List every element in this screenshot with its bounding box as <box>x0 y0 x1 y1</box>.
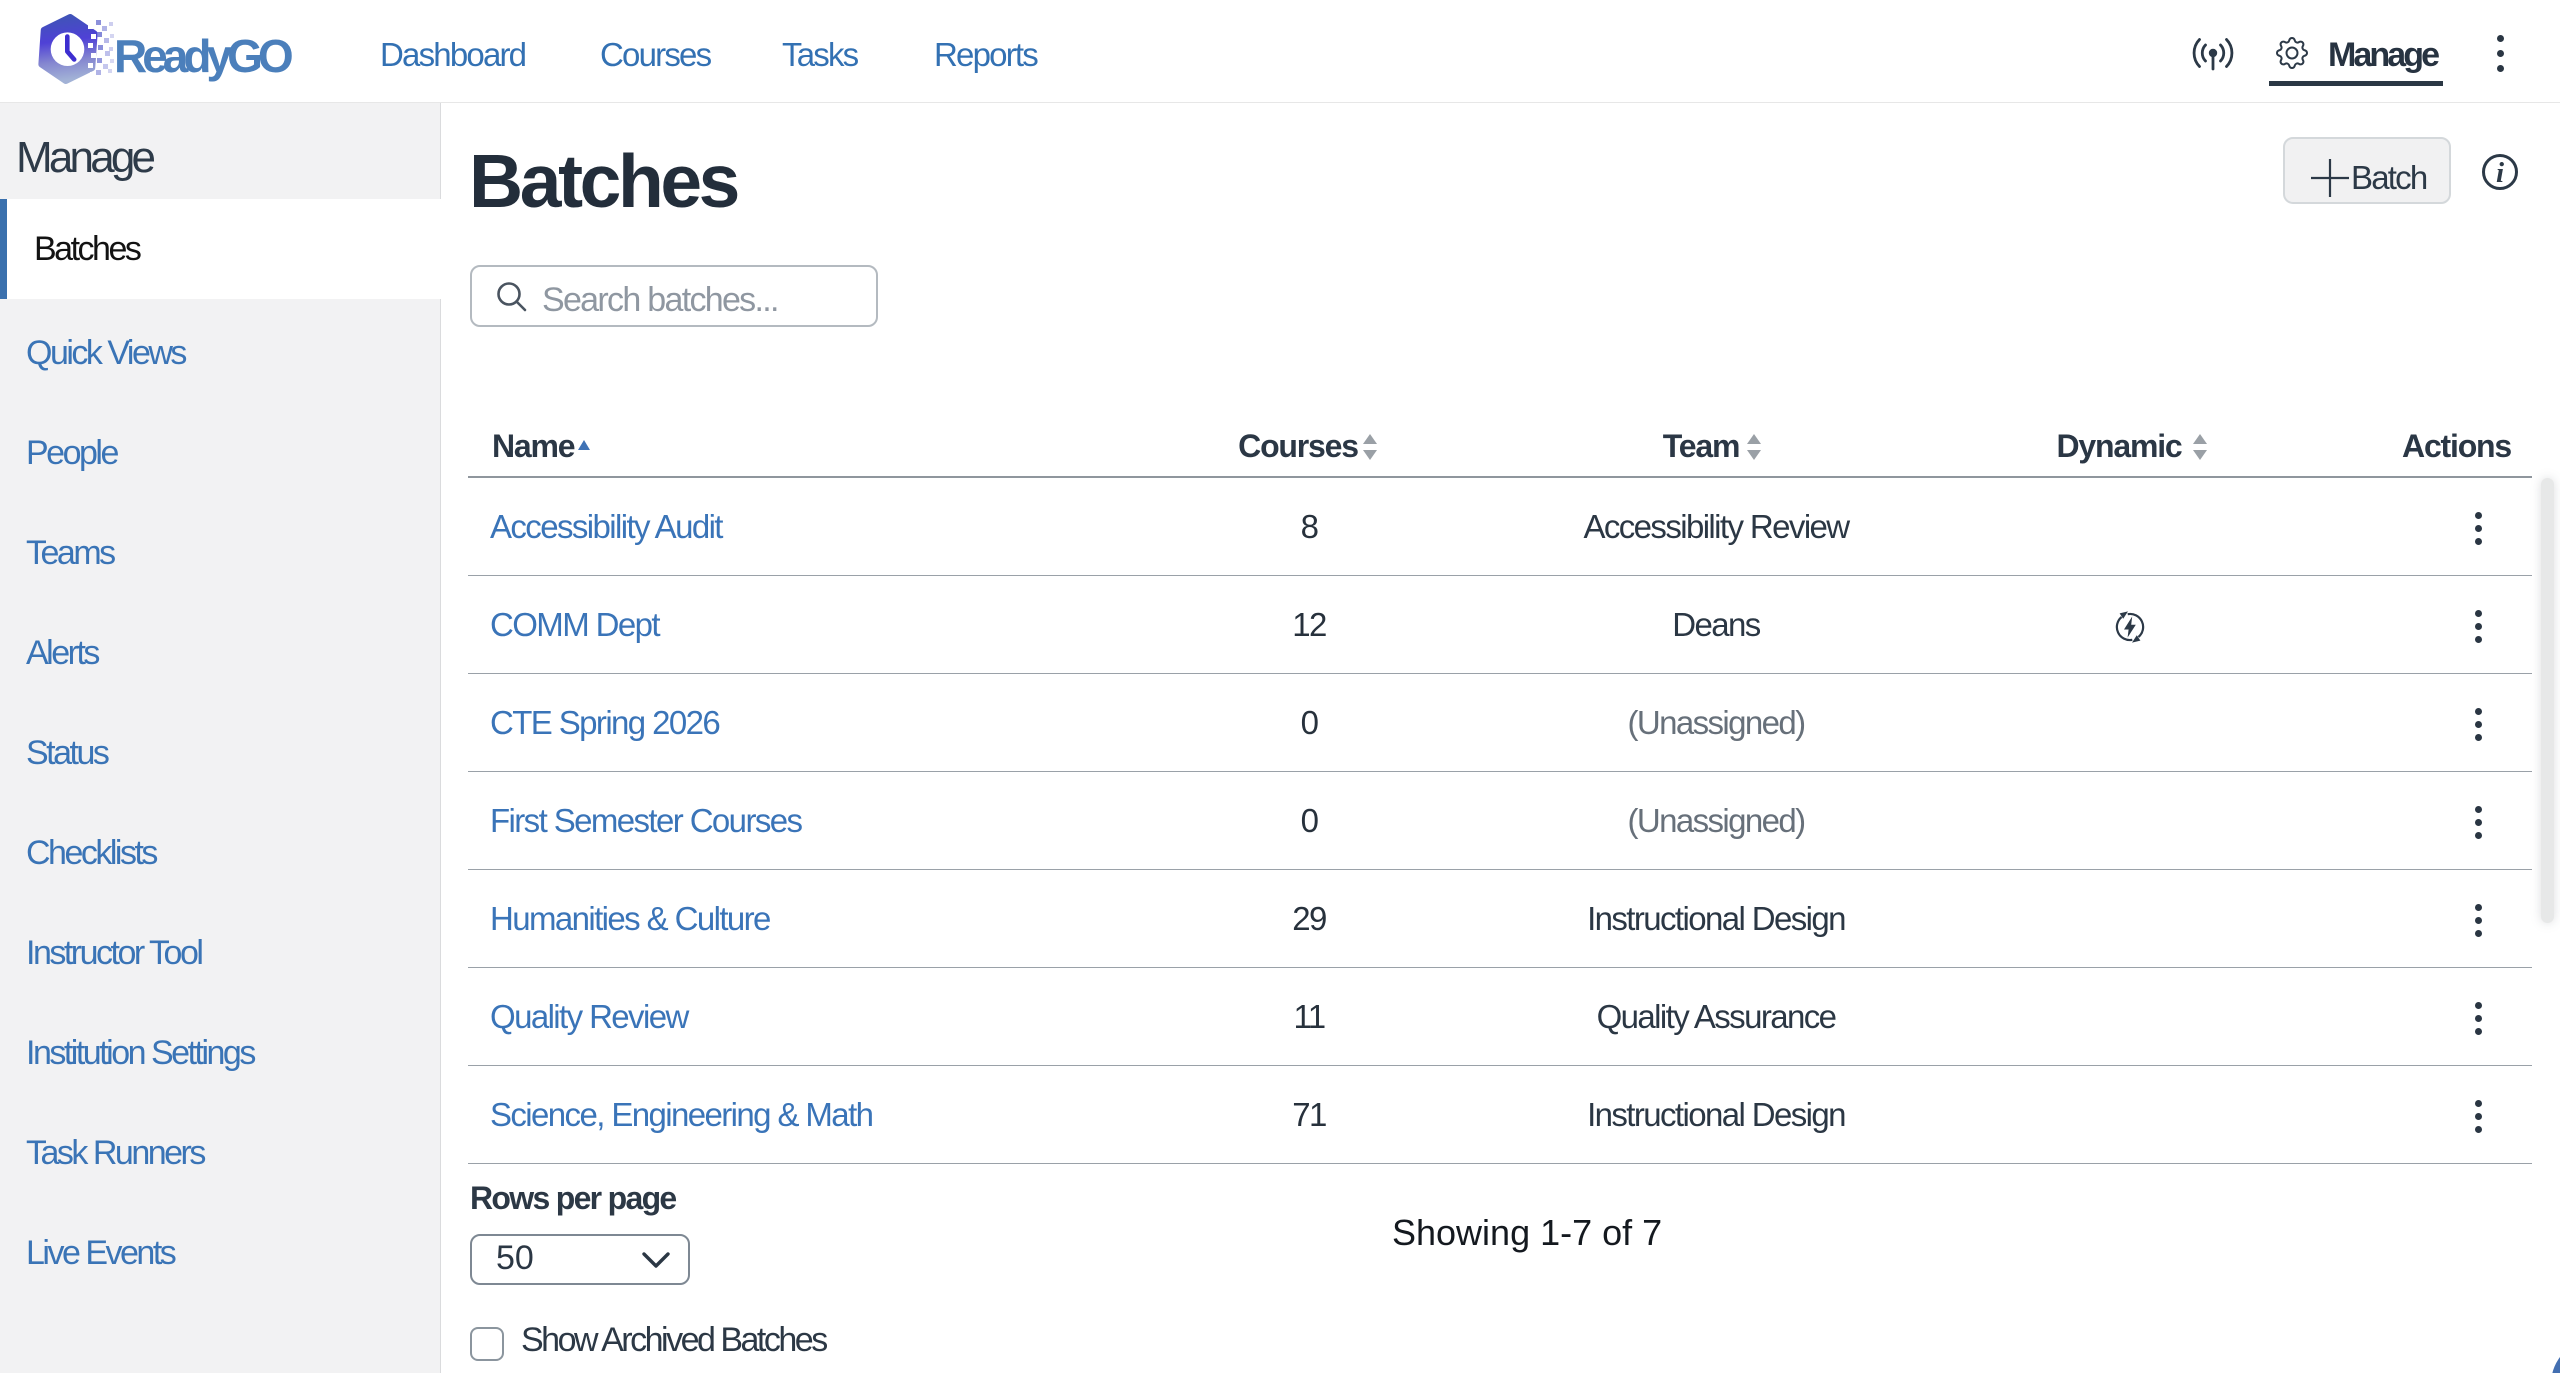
svg-text:i: i <box>2496 157 2504 189</box>
